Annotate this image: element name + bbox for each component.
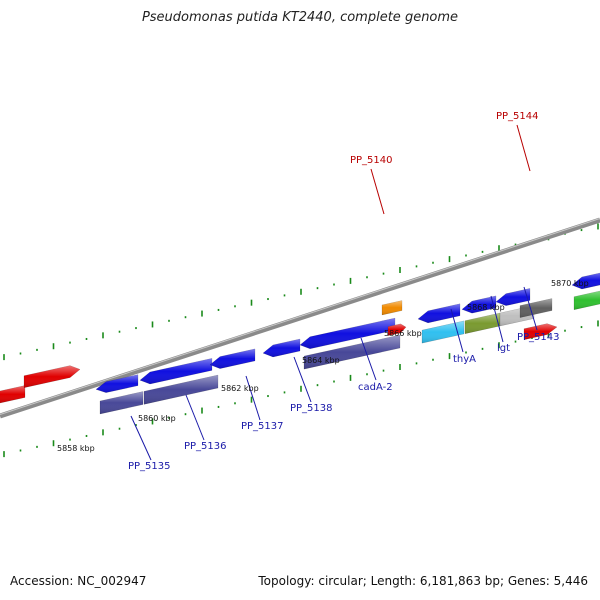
leader-line [245, 375, 261, 421]
gene-pp5136-forward-shine [140, 358, 212, 384]
map-title: Pseudomonas putida KT2440, complete geno… [141, 10, 459, 25]
gene-thya-forward[interactable] [417, 303, 461, 324]
leader-line [523, 286, 538, 331]
leader-line [130, 415, 152, 461]
scale-label: 5870 kbp [551, 279, 589, 288]
gene-labels: PP_5135 PP_5136 PP_5137 PP_5138 cadA-2 thyA lg… [128, 111, 560, 472]
gene-thya-lane2-shine [422, 320, 464, 344]
scale-label: 5868 kbp [467, 303, 505, 312]
gene-pp5136-forward[interactable] [139, 358, 213, 385]
gene-right-lane2[interactable] [573, 290, 600, 311]
gene-label-pp-5137: PP_5137 [241, 421, 284, 432]
gene-pp5137-forward[interactable] [209, 348, 256, 369]
gene-pp5140-lower[interactable] [387, 323, 407, 336]
gene-pp5140-upper[interactable] [381, 300, 403, 316]
gene-label-cada-2: cadA-2 [358, 382, 393, 393]
gene-cada2-forward-shine [300, 318, 395, 349]
gene-pp5136-lane2[interactable] [143, 374, 219, 405]
scale-ticks [3, 223, 599, 458]
gene-cada2-lane2-shine [304, 335, 400, 370]
leader-line [293, 356, 312, 403]
gene-thya-lane2[interactable] [421, 320, 465, 344]
gene-cada2-forward[interactable] [299, 317, 396, 350]
gene-red-left-2-shine [24, 365, 80, 388]
gene-label-pp-5140: PP_5140 [350, 155, 393, 166]
gene-pp5135-lane2-shine [100, 391, 143, 414]
gene-pp5144-upper-shine [520, 298, 552, 318]
gene-pp5144-lower[interactable] [523, 323, 558, 341]
gene-label-pp-5136: PP_5136 [184, 441, 227, 452]
leader-line [516, 124, 531, 172]
leader-line [370, 168, 385, 215]
gene-label-pp-5138: PP_5138 [290, 403, 333, 414]
leader-line [450, 308, 464, 353]
gene-pp5143-forward-shine [496, 288, 530, 306]
genome-backbone [0, 217, 600, 419]
gene-pp5135-forward[interactable] [95, 374, 139, 393]
gene-pp5135-forward-shine [96, 374, 138, 393]
gene-label-pp-5144: PP_5144 [496, 111, 539, 122]
gene-red-left-1[interactable] [0, 385, 26, 404]
gene-lgt-lane2-shine [465, 313, 500, 334]
scale-label: 5862 kbp [221, 384, 259, 393]
gene-lgt-lane2[interactable] [464, 312, 501, 335]
gene-label-pp-5143: PP_5143 [517, 332, 560, 343]
gene-label-pp-5135: PP_5135 [128, 461, 171, 472]
gene-label-thya: thyA [453, 354, 476, 365]
gene-right-forward-shine [572, 272, 600, 289]
scale-label: 5866 kbp [384, 329, 422, 338]
label-leader-lines [130, 124, 538, 461]
leader-line [490, 295, 504, 343]
accession-text: Accession: NC_002947 [10, 574, 147, 588]
gene-pp5140-lower-shine [388, 323, 406, 336]
gene-pp5144-lower-shine [524, 323, 557, 340]
gene-pp5138-forward-shine [263, 339, 300, 357]
gene-pp5140-upper-shine [382, 300, 402, 315]
leader-line [185, 394, 205, 441]
leader-line [360, 337, 377, 381]
gene-pp5143-forward[interactable] [495, 288, 531, 306]
gene-pp5138-forward[interactable] [262, 338, 301, 358]
gene-label-lgt: lgt [497, 343, 510, 354]
gene-features[interactable] [0, 272, 600, 415]
gene-lgt-forward-shine [462, 295, 496, 314]
gene-cada2-lane2[interactable] [303, 334, 401, 370]
gene-lgt-forward[interactable] [461, 295, 497, 314]
gene-pp5135-lane2[interactable] [99, 391, 144, 415]
gene-pp5136-lane2-shine [144, 375, 218, 405]
gene-right-lane2-shine [574, 290, 600, 310]
genome-summary-text: Topology: circular; Length: 6,181,863 bp… [258, 574, 588, 588]
gene-red-left-1-shine [0, 385, 25, 403]
backbone-line [0, 217, 600, 419]
scale-labels: 5858 kbp 5860 kbp 5862 kbp 5864 kbp 5866 kbp… [57, 279, 589, 453]
gene-red-left-2[interactable] [23, 365, 81, 389]
gene-thya-forward-shine [418, 303, 460, 323]
gene-pp5144-upper[interactable] [519, 298, 553, 318]
backbone-highlight [0, 218, 600, 415]
scale-label: 5858 kbp [57, 444, 95, 453]
scale-label: 5860 kbp [138, 414, 176, 423]
scale-label: 5864 kbp [302, 356, 340, 365]
gene-right-forward[interactable] [571, 272, 600, 290]
gene-pp5137-forward-shine [210, 348, 255, 369]
